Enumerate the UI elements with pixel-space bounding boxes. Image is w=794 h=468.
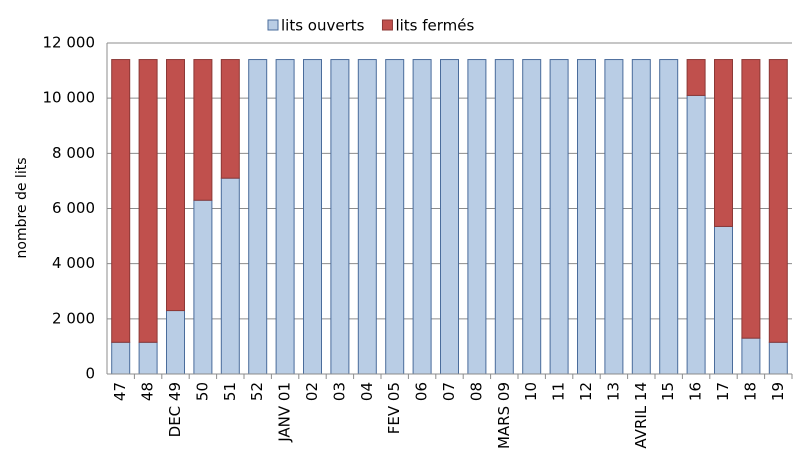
bar-segment [248, 59, 268, 375]
bar-segment [166, 59, 185, 312]
bar-segment [714, 59, 733, 227]
bar-segment [659, 59, 679, 375]
bar-segment [549, 59, 569, 375]
bar-segment [494, 59, 514, 375]
bar-segment [166, 310, 185, 375]
bar-segment [440, 59, 459, 375]
bar-segment [193, 199, 213, 375]
bar-segment [741, 337, 761, 375]
legend-swatch [381, 19, 393, 31]
bar-segment [577, 59, 596, 375]
x-tick-label: 19 [769, 382, 787, 401]
legend-label: lits ouverts [281, 17, 365, 35]
x-tick-label: 03 [330, 382, 348, 401]
x-tick-label: JANV 01 [276, 382, 294, 443]
x-tick-label: 08 [467, 382, 485, 401]
x-tick-label: AVRIL 14 [632, 382, 650, 449]
bar-segment [604, 59, 624, 375]
y-tick-label: 6 000 [52, 199, 95, 217]
x-tick-label: 18 [741, 382, 759, 401]
bar-segment [412, 59, 432, 375]
bar-segment [768, 341, 788, 375]
x-tick-label: 47 [111, 382, 129, 401]
legend-label: lits fermés [395, 17, 474, 35]
y-axis-title: nombre de lits [14, 158, 30, 259]
x-tick-label: 48 [139, 382, 157, 401]
x-tick-label: 06 [413, 382, 431, 401]
legend-swatch [267, 19, 279, 31]
x-tick-label: 15 [659, 382, 677, 401]
bar-segment [522, 59, 542, 375]
x-tick-label: 12 [577, 382, 595, 401]
bar-segment [193, 59, 213, 201]
bar-segment [111, 59, 131, 343]
bar-segment [631, 59, 651, 375]
bar-segment [686, 94, 706, 375]
x-tick-label: 51 [221, 382, 239, 401]
bar-segment [111, 341, 131, 375]
x-tick-label: 07 [440, 382, 458, 401]
x-tick-label: 04 [358, 382, 376, 401]
x-tick-label: FEV 05 [385, 382, 403, 434]
x-tick-label: 17 [714, 382, 732, 401]
y-tick-label: 8 000 [52, 144, 95, 162]
bar-segment [385, 59, 405, 375]
x-tick-label: MARS 09 [495, 382, 513, 449]
x-tick-label: 16 [687, 382, 705, 401]
x-tick-label: 11 [550, 382, 568, 401]
bar-segment [330, 59, 350, 375]
bar-segment [686, 59, 706, 96]
y-tick-label: 10 000 [43, 89, 96, 107]
bar-segment [138, 59, 158, 343]
bar-segment [741, 59, 761, 339]
x-tick-label: 13 [604, 382, 622, 401]
y-tick-label: 12 000 [43, 34, 96, 52]
bar-segment [303, 59, 322, 375]
x-tick-label: 52 [248, 382, 266, 401]
bar-segment [467, 59, 487, 375]
y-tick-label: 0 [85, 365, 95, 383]
y-tick-label: 2 000 [52, 309, 95, 327]
bar-segment [275, 59, 295, 375]
x-tick-label: DEC 49 [166, 382, 184, 437]
bar-segment [768, 59, 788, 343]
y-tick-label: 4 000 [52, 254, 95, 272]
bar-segment [220, 59, 240, 179]
x-tick-label: 02 [303, 382, 321, 401]
bar-segment [138, 341, 158, 375]
x-tick-label: 50 [193, 382, 211, 401]
x-tick-label: 10 [522, 382, 540, 401]
bar-segment [714, 225, 733, 375]
bar-segment [357, 59, 377, 375]
bar-segment [220, 177, 240, 375]
